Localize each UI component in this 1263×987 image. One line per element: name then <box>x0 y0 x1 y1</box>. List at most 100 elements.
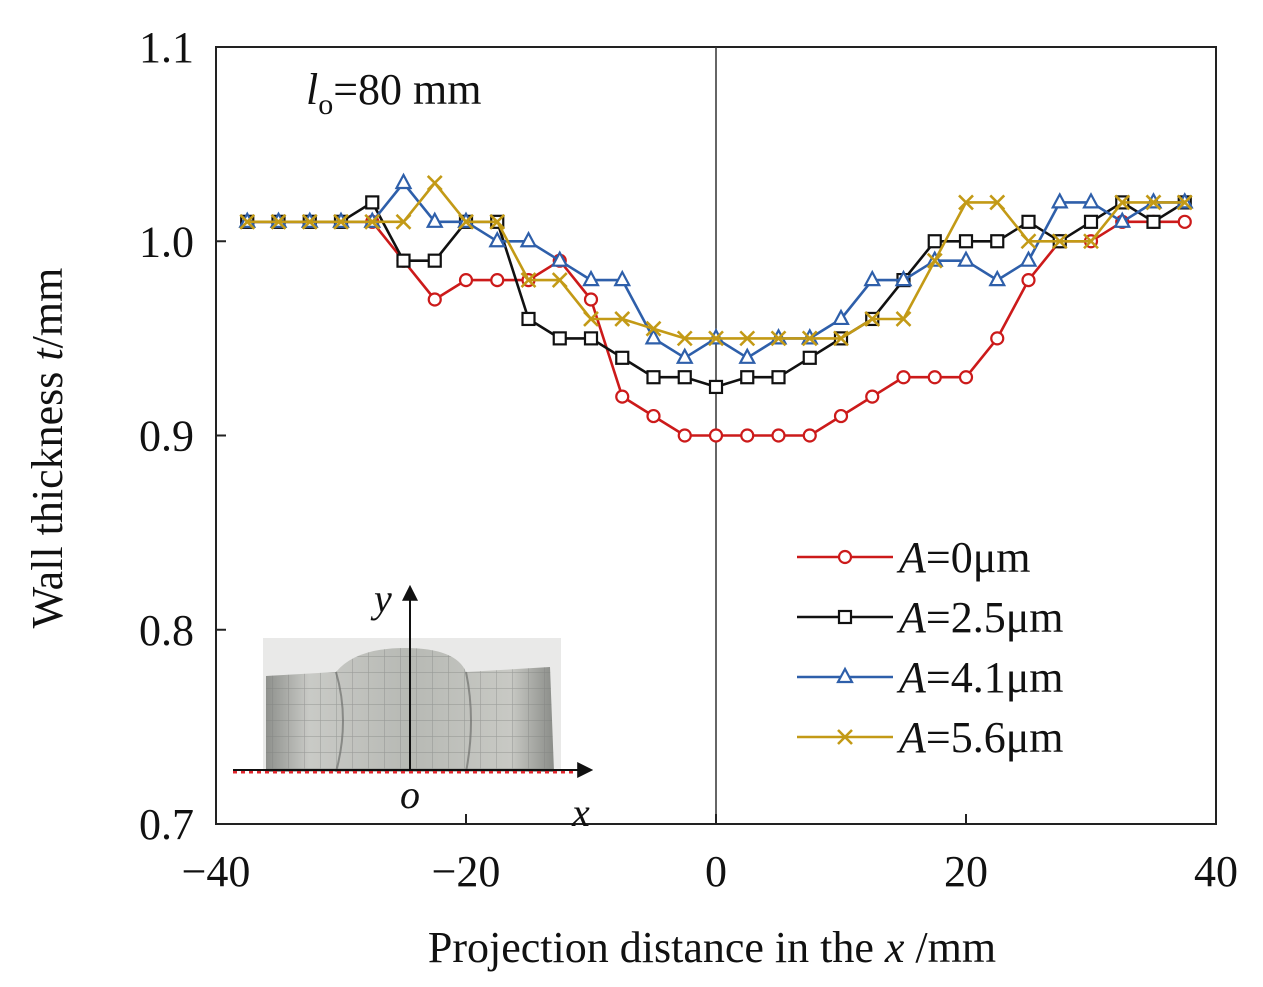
data-point <box>1145 194 1162 211</box>
legend-label-var: A <box>896 653 927 702</box>
legend-entry: A=0μm <box>797 533 1031 582</box>
data-point <box>644 328 663 345</box>
data-point <box>1176 194 1193 211</box>
data-point <box>927 370 942 385</box>
data-point <box>615 389 630 404</box>
x-axis-label: Projection distance in the x /mm <box>428 923 996 972</box>
data-point <box>365 195 380 210</box>
y-tick-label: 0.7 <box>139 800 194 849</box>
data-point <box>521 311 536 327</box>
series-4 <box>239 175 1193 347</box>
legend-label: A=0μm <box>896 533 1031 582</box>
data-point <box>832 308 850 326</box>
axis-ticks <box>215 46 1217 825</box>
inset-photo: y x o <box>233 576 594 835</box>
data-point <box>1021 273 1036 288</box>
data-point <box>676 330 693 347</box>
data-point <box>927 234 942 249</box>
annotation-value: =80 mm <box>333 65 481 114</box>
data-point <box>395 213 412 230</box>
y-axis-label-var: t <box>23 347 72 361</box>
data-point <box>677 428 692 443</box>
y-tick-label: 1.1 <box>139 23 194 72</box>
data-point <box>865 389 880 404</box>
data-point <box>989 194 1006 211</box>
legend-label-var: A <box>896 593 927 642</box>
data-point <box>552 331 567 346</box>
legend-label-value: =4.1μm <box>926 653 1064 702</box>
x-axis-label-var: x <box>884 923 905 972</box>
y-axis-label: Wall thickness t/mm <box>23 268 72 629</box>
legend-entry: A=2.5μm <box>797 593 1064 642</box>
legend-label-value: =5.6μm <box>926 713 1064 762</box>
y-axis-label-pre: Wall thickness <box>23 361 72 629</box>
data-point <box>426 175 443 191</box>
annotation-label: lo=80 mm <box>306 65 482 121</box>
data-point <box>864 311 881 327</box>
data-point <box>1114 194 1131 211</box>
data-point <box>427 253 442 268</box>
data-point <box>458 213 474 230</box>
data-point <box>645 320 662 337</box>
y-tick-label: 0.8 <box>139 606 194 655</box>
legend-label: A=2.5μm <box>896 593 1064 642</box>
data-point <box>802 428 817 443</box>
data-point <box>833 330 849 347</box>
data-point <box>738 347 757 364</box>
legend-marker <box>836 666 854 684</box>
data-point <box>990 331 1005 346</box>
legend-marker <box>837 549 853 565</box>
data-point <box>614 311 631 327</box>
data-point <box>489 213 506 230</box>
annotation-sub: o <box>318 88 333 121</box>
x-tick-label: 40 <box>1194 847 1238 896</box>
data-point <box>364 213 381 230</box>
data-point <box>646 370 661 385</box>
data-point <box>582 269 600 287</box>
data-point <box>957 250 975 267</box>
data-point <box>301 213 318 230</box>
x-tick-label: 0 <box>705 847 727 896</box>
x-tick-label: 20 <box>944 847 988 896</box>
x-axis-label-pre: Projection distance in the <box>428 923 885 972</box>
data-point <box>926 252 943 269</box>
y-tick-label: 0.9 <box>139 412 194 461</box>
y-tick-label: 1.0 <box>139 217 194 266</box>
data-point <box>394 172 413 190</box>
legend-label-value: =0μm <box>926 533 1031 582</box>
inset-y-label: y <box>370 576 392 621</box>
legend-label-value: =2.5μm <box>926 593 1064 642</box>
x-tick-label: −40 <box>182 847 251 896</box>
data-point <box>239 213 256 230</box>
data-point <box>990 234 1005 249</box>
data-point <box>801 330 818 347</box>
data-point <box>833 408 849 424</box>
legend-label: A=4.1μm <box>896 653 1064 702</box>
data-point <box>1019 250 1038 267</box>
data-point <box>615 350 630 365</box>
data-point <box>270 213 287 230</box>
data-point <box>488 230 507 248</box>
data-point <box>583 311 599 327</box>
legend-entry: A=5.6μm <box>797 713 1064 762</box>
data-point <box>1021 214 1036 229</box>
axis-tick-labels: −40 −20 0 20 40 0.7 0.8 0.9 1.0 1.1 <box>139 23 1238 896</box>
data-point <box>896 370 911 385</box>
data-point <box>583 331 599 346</box>
data-point <box>802 350 817 365</box>
data-point <box>708 428 724 443</box>
data-point <box>958 194 974 211</box>
data-point <box>740 428 755 443</box>
annotation-var: l <box>306 65 318 114</box>
data-point <box>739 330 756 347</box>
legend-label-var: A <box>896 713 927 762</box>
series-layer <box>238 172 1194 443</box>
data-point <box>1083 214 1099 229</box>
data-point <box>708 379 724 395</box>
data-point <box>988 269 1007 287</box>
data-point <box>1050 192 1069 209</box>
data-point <box>895 311 912 327</box>
legend-label: A=5.6μm <box>896 713 1064 762</box>
data-point <box>520 272 537 289</box>
